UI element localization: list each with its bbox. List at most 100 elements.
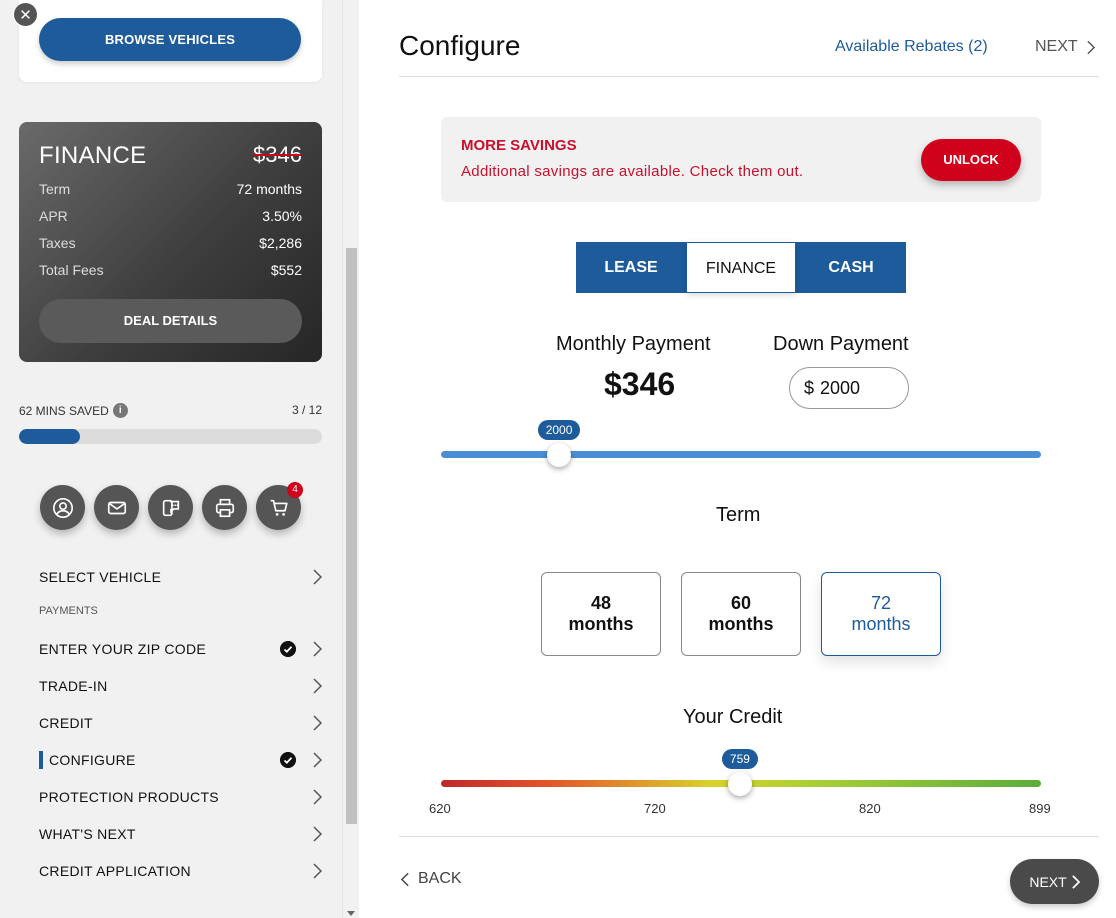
term-option-48[interactable]: 48 months	[541, 572, 661, 656]
mail-icon	[107, 501, 126, 514]
page-title: Configure	[399, 30, 521, 61]
mins-saved-label: 62 MINS SAVED	[19, 403, 109, 418]
down-payment-label: Down Payment	[773, 333, 909, 355]
tab-finance[interactable]: FINANCE	[686, 242, 796, 293]
finance-card-title: FINANCE	[39, 142, 147, 169]
divider	[399, 76, 1099, 77]
credit-tick-label: 620	[429, 801, 451, 816]
nav-zip-code[interactable]: ENTER YOUR ZIP CODE	[39, 639, 322, 659]
credit-slider-thumb[interactable]	[727, 772, 752, 796]
text-button[interactable]	[148, 485, 193, 530]
nav-label: WHAT'S NEXT	[39, 826, 136, 842]
credit-tick-label: 720	[644, 801, 666, 816]
chevron-right-icon	[313, 569, 322, 585]
nav-label: ENTER YOUR ZIP CODE	[39, 641, 206, 657]
finance-row-apr: APR 3.50%	[39, 208, 302, 224]
nav-label: TRADE-IN	[39, 678, 108, 694]
divider	[399, 836, 1099, 837]
nav-trade-in[interactable]: TRADE-IN	[39, 676, 322, 696]
chevron-right-icon	[313, 752, 322, 768]
cart-badge: 4	[287, 482, 303, 498]
down-payment-slider-thumb[interactable]	[547, 443, 572, 467]
nav-protection-products[interactable]: PROTECTION PRODUCTS	[39, 787, 322, 807]
nav-label: CREDIT APPLICATION	[39, 863, 191, 879]
active-indicator	[39, 751, 43, 769]
finance-row-label: Term	[39, 181, 71, 197]
term-number: 60	[730, 593, 752, 613]
finance-card-price: $346	[253, 142, 302, 167]
progress-fill	[19, 429, 80, 444]
payment-type-tabs: LEASE FINANCE CASH	[576, 242, 906, 293]
term-unit: months	[568, 614, 634, 634]
top-next-label: NEXT	[1035, 38, 1078, 55]
term-option-72[interactable]: 72 months	[821, 572, 941, 656]
printer-icon	[215, 498, 234, 517]
savings-title: MORE SAVINGS	[461, 137, 577, 154]
monthly-payment-value: $346	[604, 366, 676, 402]
close-icon[interactable]: ✕	[13, 2, 38, 27]
finance-row-label: Taxes	[39, 235, 76, 251]
nav-credit-application[interactable]: CREDIT APPLICATION	[39, 861, 322, 881]
down-payment-slider-track[interactable]	[441, 451, 1041, 458]
chat-phone-icon	[162, 499, 179, 516]
chevron-right-icon	[313, 863, 322, 879]
chevron-right-icon	[1086, 40, 1095, 54]
nav-label: SELECT VEHICLE	[39, 569, 162, 585]
back-button[interactable]: BACK	[401, 870, 462, 888]
back-label: BACK	[418, 870, 462, 887]
unlock-button[interactable]: UNLOCK	[921, 139, 1021, 181]
chevron-left-icon	[401, 872, 409, 886]
top-next-button[interactable]: NEXT	[1035, 38, 1095, 56]
sidebar-scrollbar[interactable]	[342, 0, 359, 918]
finance-row-value: 72 months	[236, 181, 302, 197]
finance-row-term: Term 72 months	[39, 181, 302, 197]
nav-configure[interactable]: CONFIGURE	[39, 750, 322, 770]
progress-bar	[19, 429, 322, 444]
next-button[interactable]: NEXT	[1010, 859, 1099, 904]
nav-credit[interactable]: CREDIT	[39, 713, 322, 733]
term-label: Term	[716, 504, 761, 526]
deal-details-button[interactable]: DEAL DETAILS	[39, 299, 302, 343]
email-button[interactable]	[94, 485, 139, 530]
scroll-thumb[interactable]	[346, 248, 357, 824]
tab-cash[interactable]: CASH	[828, 259, 874, 276]
nav-whats-next[interactable]: WHAT'S NEXT	[39, 824, 322, 844]
down-payment-input[interactable]: $ 2000	[789, 367, 909, 409]
main-panel: Configure Available Rebates (2) NEXT MOR…	[359, 0, 1116, 918]
term-number: 48	[590, 593, 612, 613]
credit-tick-label: 820	[859, 801, 881, 816]
browse-vehicles-button[interactable]: BROWSE VEHICLES	[39, 18, 301, 61]
print-button[interactable]	[202, 485, 247, 530]
available-rebates-link[interactable]: Available Rebates (2)	[835, 38, 988, 55]
tab-lease[interactable]: LEASE	[604, 259, 658, 276]
savings-text: Additional savings are available. Check …	[461, 163, 804, 180]
monthly-payment-label: Monthly Payment	[556, 333, 711, 355]
chevron-right-icon	[313, 826, 322, 842]
finance-row-label: Total Fees	[39, 262, 104, 278]
scroll-down-arrow-icon[interactable]	[347, 911, 355, 916]
cart-button[interactable]: 4	[256, 482, 303, 530]
sidebar: BROWSE VEHICLES ✕ FINANCE $346 Term 72 m…	[0, 0, 342, 918]
nav-select-vehicle[interactable]: SELECT VEHICLE	[39, 567, 322, 587]
profile-button[interactable]	[40, 485, 85, 530]
chevron-right-icon	[1071, 874, 1080, 889]
finance-row-value: 3.50%	[262, 208, 302, 224]
finance-row-value: $2,286	[259, 235, 302, 251]
nav-label: PROTECTION PRODUCTS	[39, 789, 219, 805]
check-circle-icon	[280, 752, 296, 768]
finance-row-fees: Total Fees $552	[39, 262, 302, 278]
credit-tick-label: 899	[1029, 801, 1051, 816]
finance-row-label: APR	[39, 208, 68, 224]
finance-row-taxes: Taxes $2,286	[39, 235, 302, 251]
nav-label: CONFIGURE	[49, 752, 136, 768]
step-count: 3 / 12	[291, 403, 322, 417]
info-icon[interactable]: i	[112, 403, 128, 418]
chevron-right-icon	[313, 715, 322, 731]
more-savings-banner: MORE SAVINGS Additional savings are avai…	[441, 117, 1041, 202]
finance-summary-card: FINANCE $346 Term 72 months APR 3.50% Ta…	[19, 122, 322, 362]
finance-row-value: $552	[270, 262, 302, 278]
currency-symbol: $	[804, 377, 815, 398]
chevron-right-icon	[313, 789, 322, 805]
term-option-60[interactable]: 60 months	[681, 572, 801, 656]
down-payment-slider-value: 2000	[537, 420, 581, 440]
